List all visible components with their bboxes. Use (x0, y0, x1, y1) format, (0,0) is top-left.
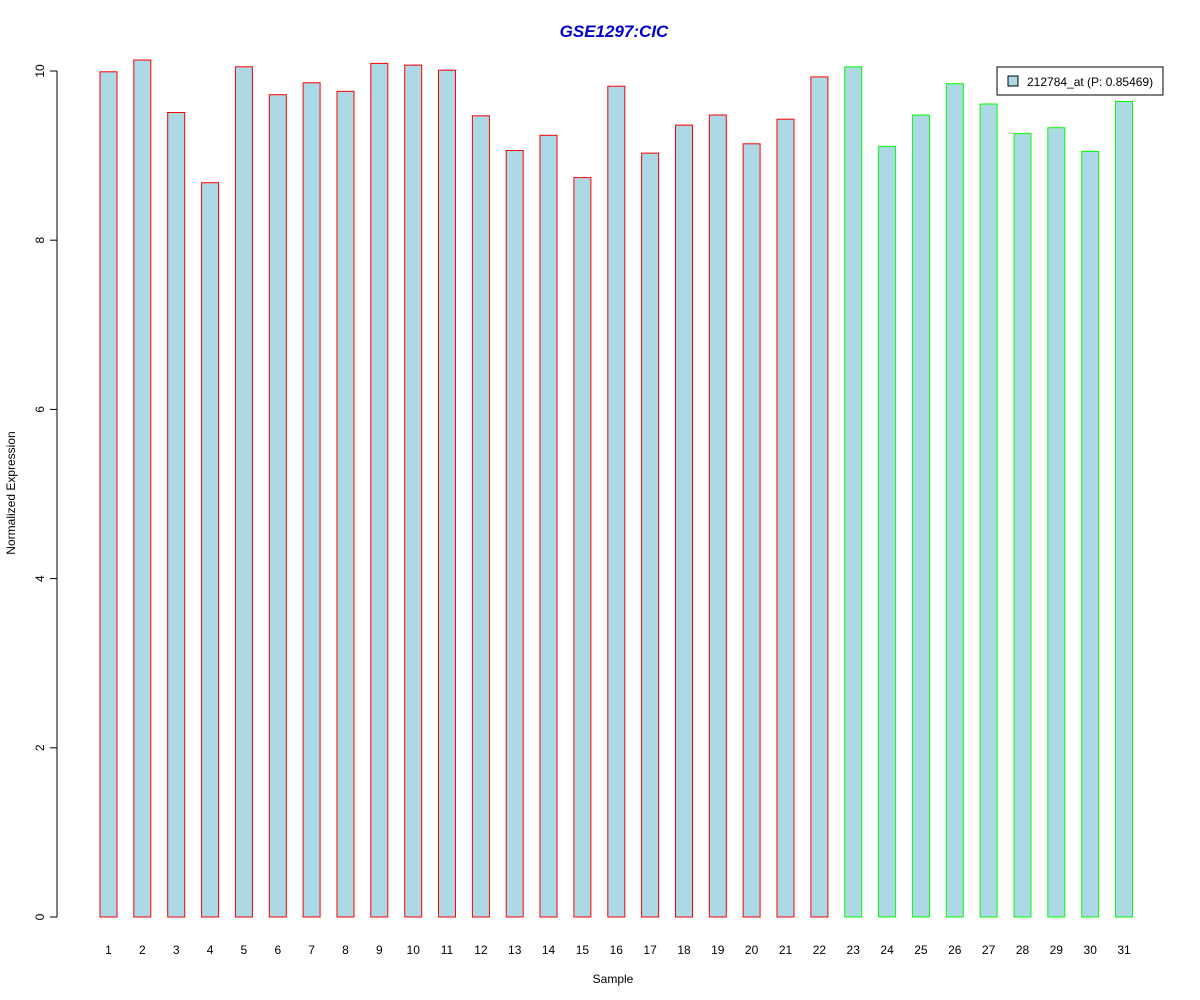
y-tick-label: 4 (33, 575, 47, 582)
bar-sample-4 (201, 182, 220, 918)
x-tick-label: 14 (542, 943, 556, 957)
bar-sample-22 (810, 76, 829, 918)
bar-sample-2 (133, 59, 152, 918)
y-tick-label: 0 (33, 913, 47, 920)
bar-sample-30 (1081, 150, 1100, 918)
x-tick-label: 21 (779, 943, 793, 957)
y-tick-label: 8 (33, 237, 47, 244)
bar-sample-24 (878, 145, 897, 918)
x-axis-label: Sample (593, 972, 634, 986)
bar-sample-26 (945, 83, 964, 918)
bar-sample-7 (302, 82, 321, 918)
legend: 212784_at (P: 0.85469) (996, 66, 1164, 96)
bar-sample-29 (1047, 127, 1066, 918)
x-tick-label: 29 (1050, 943, 1064, 957)
x-tick-label: 23 (847, 943, 861, 957)
x-tick-label: 10 (407, 943, 421, 957)
x-tick-label: 2 (139, 943, 146, 957)
x-tick-label: 28 (1016, 943, 1030, 957)
bar-sample-28 (1013, 133, 1032, 918)
bar-sample-9 (370, 62, 389, 918)
bar-sample-6 (268, 94, 287, 918)
bar-sample-10 (404, 64, 423, 918)
y-tick-label: 6 (33, 406, 47, 413)
x-tick-label: 27 (982, 943, 996, 957)
y-axis: 0 2 4 6 8 10 (33, 64, 58, 920)
x-tick-label: 25 (914, 943, 928, 957)
x-tick-label: 24 (880, 943, 894, 957)
x-tick-label: 1 (105, 943, 112, 957)
x-tick-label: 31 (1117, 943, 1131, 957)
x-tick-label: 13 (508, 943, 522, 957)
bar-sample-13 (505, 150, 524, 918)
x-tick-label: 6 (274, 943, 281, 957)
bar-sample-15 (573, 177, 592, 918)
y-tick-label: 2 (33, 744, 47, 751)
bar-sample-14 (539, 134, 558, 918)
x-tick-label: 7 (308, 943, 315, 957)
bar-sample-12 (471, 115, 490, 918)
y-axis-label: Normalized Expression (4, 431, 18, 554)
chart-title: GSE1297:CIC (560, 22, 669, 41)
legend-swatch (1007, 75, 1019, 87)
x-tick-label: 11 (441, 943, 454, 957)
x-tick-label: 3 (173, 943, 180, 957)
bar-sample-5 (234, 66, 253, 918)
bar-sample-20 (742, 143, 761, 918)
x-tick-label: 20 (745, 943, 759, 957)
bar-sample-8 (336, 90, 355, 918)
bar-sample-18 (675, 124, 693, 918)
bar-sample-1 (99, 71, 118, 918)
x-tick-label: 12 (474, 943, 488, 957)
x-tick-label: 22 (813, 943, 827, 957)
x-tick-label: 15 (576, 943, 590, 957)
x-tick-label: 16 (610, 943, 624, 957)
x-tick-label: 26 (948, 943, 962, 957)
bar-sample-23 (844, 66, 863, 918)
x-tick-label: 30 (1084, 943, 1098, 957)
x-tick-label: 19 (711, 943, 725, 957)
bar-sample-16 (607, 85, 626, 918)
legend-box (996, 66, 1164, 96)
bar-sample-27 (979, 103, 998, 918)
x-tick-label: 9 (376, 943, 383, 957)
x-tick-label: 4 (207, 943, 214, 957)
x-tick-label: 17 (643, 943, 657, 957)
bar-sample-11 (438, 69, 456, 918)
bar-sample-21 (776, 118, 795, 918)
bar-sample-17 (641, 152, 660, 918)
x-tick-label: 8 (342, 943, 349, 957)
y-tick-label: 10 (33, 64, 47, 78)
legend-label: 212784_at (P: 0.85469) (1027, 75, 1153, 89)
x-tick-label: 5 (241, 943, 248, 957)
bar-sample-3 (167, 112, 186, 918)
bars-group (99, 59, 1133, 918)
bar-sample-31 (1115, 101, 1133, 918)
x-tick-labels: 1 2 3 4 5 6 7 8 9 10 11 12 13 14 15 16 17 18 19 20 21 22 23 24 2… (105, 943, 1131, 957)
bar-sample-19 (708, 114, 727, 918)
bar-sample-25 (911, 114, 930, 918)
x-tick-label: 18 (677, 943, 691, 957)
